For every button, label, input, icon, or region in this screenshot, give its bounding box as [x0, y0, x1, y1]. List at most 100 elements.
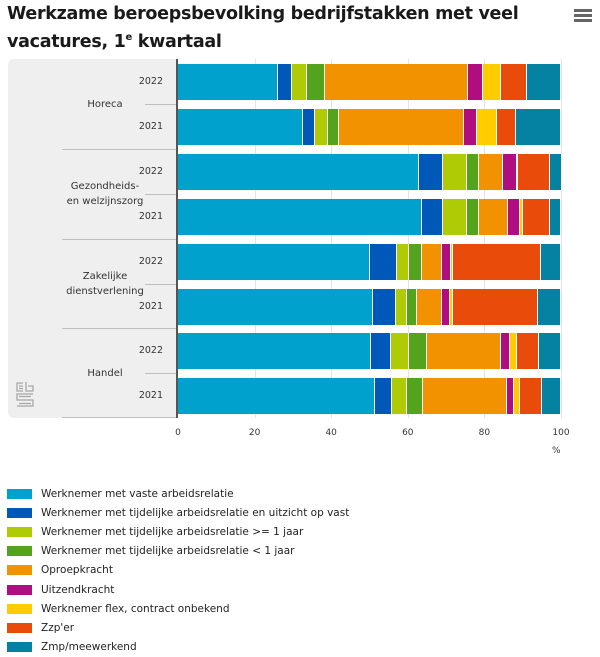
bar-segment[interactable]: [520, 378, 542, 415]
year-label: 2021: [138, 300, 163, 312]
bar-segment[interactable]: [391, 378, 407, 415]
bar-segment[interactable]: [483, 64, 501, 100]
legend-item[interactable]: Zmp/meewerkend: [7, 638, 349, 657]
legend-item[interactable]: Werknemer met tijdelijke arbeidsrelatie …: [7, 542, 349, 561]
category-label: Zakelijke dienstverlening: [55, 269, 155, 299]
bar-segment[interactable]: [496, 109, 517, 145]
bar-segment[interactable]: [550, 153, 563, 190]
bar-segment[interactable]: [315, 109, 328, 145]
bar-segment[interactable]: [178, 288, 373, 325]
bar-segment[interactable]: [306, 64, 326, 100]
stacked-bar: [178, 243, 561, 280]
bar-segment[interactable]: [372, 288, 396, 325]
bar-segment[interactable]: [409, 243, 422, 280]
bar-segment[interactable]: [476, 109, 497, 145]
bar-segment[interactable]: [338, 109, 465, 145]
bar-segment[interactable]: [453, 243, 542, 280]
legend-item[interactable]: Werknemer met tijdelijke arbeidsrelatie …: [7, 503, 349, 522]
legend-swatch: [7, 507, 32, 518]
legend-item[interactable]: Werknemer flex, contract onbekend: [7, 599, 349, 618]
bar-segment[interactable]: [508, 198, 520, 235]
bar-segment[interactable]: [302, 109, 316, 145]
bar-segment[interactable]: [406, 378, 424, 415]
bar-segment[interactable]: [467, 198, 479, 235]
bar-segment[interactable]: [538, 288, 561, 325]
bar-segment[interactable]: [479, 153, 504, 190]
bar-segment[interactable]: [178, 333, 371, 370]
hamburger-menu-icon[interactable]: [574, 9, 592, 23]
bar-segment[interactable]: [518, 153, 551, 190]
legend-item[interactable]: Oproepkracht: [7, 561, 349, 580]
legend-item[interactable]: Uitzendkracht: [7, 580, 349, 599]
bar-segment[interactable]: [397, 243, 410, 280]
category-label-line: Horeca: [87, 98, 123, 110]
bar-segment[interactable]: [506, 378, 514, 415]
cbs-logo-icon: [16, 382, 34, 407]
bar-segment[interactable]: [395, 288, 408, 325]
legend-swatch: [7, 546, 32, 557]
year-label: 2022: [138, 76, 163, 87]
bar-segment[interactable]: [374, 378, 392, 415]
bar-segment[interactable]: [541, 243, 561, 280]
bar-segment[interactable]: [464, 109, 477, 145]
bar-segment[interactable]: [443, 153, 468, 190]
bar-segment[interactable]: [178, 109, 303, 145]
bar-segment[interactable]: [467, 153, 480, 190]
bar-segment[interactable]: [423, 378, 507, 415]
bar-segment[interactable]: [292, 64, 307, 100]
bar-segment[interactable]: [517, 153, 519, 190]
bar-segment[interactable]: [510, 333, 517, 370]
bar-segment[interactable]: [407, 288, 418, 325]
bar-segment[interactable]: [178, 243, 370, 280]
bar-segment[interactable]: [539, 333, 561, 370]
bar-segment[interactable]: [327, 109, 339, 145]
bar-segment[interactable]: [417, 288, 442, 325]
legend-item[interactable]: Zzp'er: [7, 618, 349, 637]
bar-segment[interactable]: [178, 64, 278, 100]
bar-segment[interactable]: [443, 198, 468, 235]
legend-label: Werknemer met tijdelijke arbeidsrelatie …: [41, 545, 295, 558]
bar-segment[interactable]: [426, 333, 501, 370]
legend-label: Werknemer met tijdelijke arbeidsrelatie …: [41, 506, 350, 519]
legend-item[interactable]: Werknemer met vaste arbeidsrelatie: [7, 484, 349, 503]
bar-segment[interactable]: [452, 288, 539, 325]
legend-swatch: [7, 584, 32, 595]
bar-segment[interactable]: [441, 243, 451, 280]
bar-segment[interactable]: [516, 333, 540, 370]
bar-segment[interactable]: [500, 64, 527, 100]
bar-segment[interactable]: [370, 333, 391, 370]
bar-segment[interactable]: [526, 64, 561, 100]
bar-segment[interactable]: [550, 198, 561, 235]
gridline: [484, 59, 486, 418]
group-separator: [62, 238, 176, 240]
bar-segment[interactable]: [449, 288, 453, 325]
bar-segment[interactable]: [441, 288, 450, 325]
bar-segment[interactable]: [503, 153, 518, 190]
bar-segment[interactable]: [468, 64, 484, 100]
bar-segment[interactable]: [478, 198, 509, 235]
legend-swatch: [7, 526, 32, 537]
bar-segment[interactable]: [450, 243, 454, 280]
bar-segment[interactable]: [178, 153, 419, 190]
bar-segment[interactable]: [390, 333, 410, 370]
bar-segment[interactable]: [520, 198, 523, 235]
bar-segment[interactable]: [369, 243, 398, 280]
bar-segment[interactable]: [513, 378, 521, 415]
bar-segment[interactable]: [178, 198, 423, 235]
bar-segment[interactable]: [541, 378, 561, 415]
bar-segment[interactable]: [178, 378, 375, 415]
bar-segment[interactable]: [418, 153, 444, 190]
bar-segment[interactable]: [500, 333, 511, 370]
legend-label: Zzp'er: [41, 621, 75, 634]
bar-segment[interactable]: [277, 64, 293, 100]
bar-segment[interactable]: [422, 198, 444, 235]
bar-segment[interactable]: [421, 243, 442, 280]
bar-segment[interactable]: [516, 109, 561, 145]
year-separator: [145, 193, 176, 195]
bar-segment[interactable]: [409, 333, 427, 370]
bar-segment[interactable]: [325, 64, 469, 100]
legend-item[interactable]: Werknemer met tijdelijke arbeidsrelatie …: [7, 522, 349, 541]
category-label: Horeca: [55, 97, 155, 112]
bar-segment[interactable]: [522, 198, 551, 235]
legend-swatch: [7, 642, 32, 653]
